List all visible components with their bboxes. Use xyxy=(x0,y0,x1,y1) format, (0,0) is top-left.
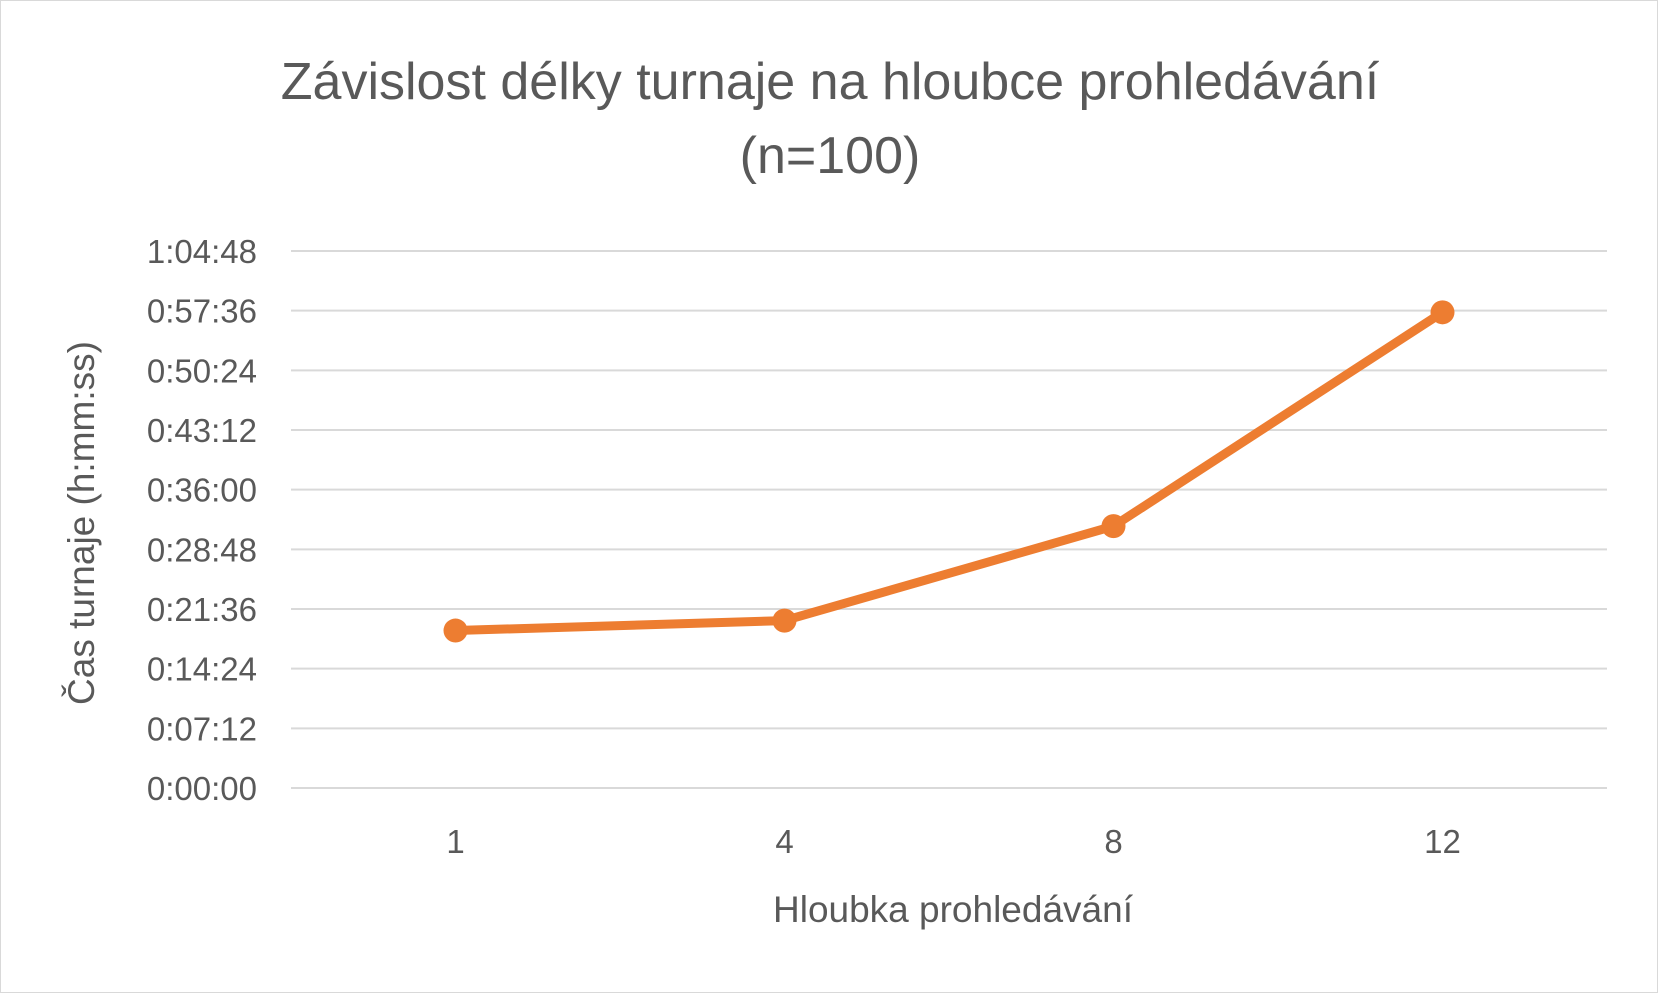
y-axis-ticks: 0:00:00 0:07:12 0:14:24 0:21:36 0:28:48 0:36:… xyxy=(147,233,257,807)
data-point xyxy=(772,608,797,633)
chart-title-line-1: Závislost délky turnaje na hloubce prohl… xyxy=(281,53,1380,111)
y-tick-label: 0:07:12 xyxy=(147,710,257,747)
y-tick-label: 1:04:48 xyxy=(147,233,257,270)
data-point xyxy=(1101,514,1126,539)
y-tick-label: 0:50:24 xyxy=(147,352,257,389)
y-tick-label: 0:36:00 xyxy=(147,472,257,509)
y-tick-label: 0:21:36 xyxy=(147,591,257,628)
x-tick-label: 8 xyxy=(1104,823,1122,860)
x-tick-label: 1 xyxy=(446,823,464,860)
chart-title-line-2: (n=100) xyxy=(740,127,921,185)
y-tick-label: 0:57:36 xyxy=(147,293,257,330)
x-tick-label: 12 xyxy=(1424,823,1461,860)
gridlines xyxy=(291,250,1607,789)
y-tick-label: 0:00:00 xyxy=(147,770,257,807)
x-axis-ticks: 1 4 8 12 xyxy=(446,823,1461,860)
data-point xyxy=(443,618,468,643)
x-axis-title: Hloubka prohledávání xyxy=(773,889,1134,930)
x-tick-label: 4 xyxy=(775,823,793,860)
y-tick-label: 0:14:24 xyxy=(147,651,257,688)
y-tick-label: 0:28:48 xyxy=(147,531,257,568)
data-point xyxy=(1430,300,1455,325)
y-tick-label: 0:43:12 xyxy=(147,412,257,449)
y-axis-title: Čas turnaje (h:mm:ss) xyxy=(61,341,102,705)
series-layer xyxy=(443,300,1455,643)
series-line xyxy=(451,307,1447,636)
